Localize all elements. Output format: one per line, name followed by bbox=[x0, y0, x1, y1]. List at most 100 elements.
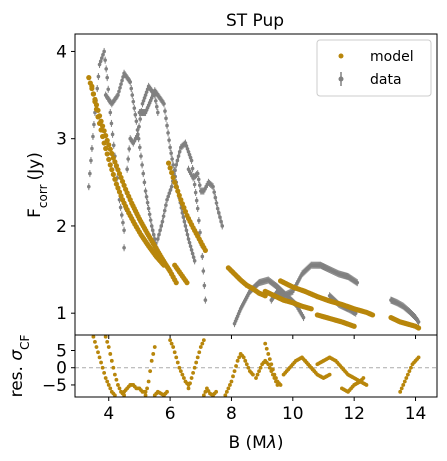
data-point bbox=[200, 254, 205, 259]
residual-point bbox=[146, 379, 151, 384]
residual-point bbox=[267, 365, 272, 370]
model-point bbox=[100, 133, 106, 140]
residual-point bbox=[172, 350, 177, 355]
residual-point bbox=[224, 389, 229, 394]
residual-point bbox=[405, 372, 410, 377]
legend-data-marker bbox=[338, 76, 344, 82]
model-point bbox=[98, 127, 104, 133]
chart-title: ST Pup bbox=[226, 11, 284, 31]
data-point bbox=[156, 110, 160, 115]
legend-model-marker bbox=[338, 53, 344, 59]
data-point bbox=[169, 151, 173, 156]
model-point bbox=[172, 179, 178, 185]
residual-point bbox=[102, 370, 107, 375]
data-point bbox=[195, 206, 200, 211]
model-point bbox=[86, 75, 92, 81]
model-point bbox=[89, 83, 95, 89]
data-point bbox=[353, 311, 358, 315]
model-point bbox=[112, 176, 118, 182]
main-y-axis-label: Fcorr(Jy) bbox=[25, 152, 50, 218]
residual-point bbox=[364, 383, 369, 387]
residual-point bbox=[105, 379, 110, 384]
model-point bbox=[115, 167, 121, 173]
y-tick-label: 0 bbox=[56, 359, 67, 379]
data-point bbox=[147, 212, 152, 217]
data-point bbox=[136, 132, 140, 137]
residual-point bbox=[231, 374, 235, 379]
data-point bbox=[140, 163, 144, 167]
model-point bbox=[165, 160, 172, 166]
residual-point bbox=[226, 386, 231, 391]
data-point bbox=[192, 182, 197, 187]
residual-point bbox=[198, 345, 203, 349]
data-point bbox=[139, 154, 143, 158]
model-point bbox=[351, 323, 357, 329]
data-point bbox=[148, 218, 153, 222]
data-point bbox=[102, 49, 106, 54]
residual-point bbox=[201, 393, 206, 398]
model-point bbox=[109, 167, 115, 173]
x-tick-label: 4 bbox=[103, 404, 114, 424]
y-tick-label: 2 bbox=[56, 217, 67, 237]
legend-model-label: model bbox=[370, 49, 414, 65]
y-tick-label: 1 bbox=[56, 304, 67, 324]
data-point bbox=[130, 93, 135, 97]
data-point bbox=[106, 87, 111, 92]
model-point bbox=[118, 174, 124, 181]
data-point bbox=[119, 213, 124, 217]
data-point bbox=[193, 190, 198, 195]
residual-point bbox=[192, 365, 197, 370]
model-point bbox=[167, 165, 173, 171]
residual-point bbox=[203, 389, 208, 394]
model-point bbox=[178, 197, 184, 203]
data-point bbox=[213, 195, 218, 200]
data-point bbox=[127, 147, 131, 151]
model-point bbox=[118, 193, 124, 199]
residual-point bbox=[401, 383, 406, 387]
residual-point bbox=[114, 377, 119, 382]
residual-point bbox=[145, 386, 149, 391]
residual-point bbox=[407, 369, 412, 374]
model-point bbox=[112, 159, 118, 165]
data-point bbox=[189, 158, 194, 163]
data-point bbox=[92, 122, 96, 127]
y-tick-label: 3 bbox=[56, 130, 67, 150]
residual-point bbox=[269, 362, 274, 367]
model-point bbox=[415, 325, 422, 331]
model-point bbox=[106, 142, 112, 148]
x-axis-label: B (Mλ) bbox=[228, 433, 283, 453]
data-point bbox=[155, 104, 159, 109]
main-y-ticks: 1 2 3 4 bbox=[56, 42, 417, 339]
residual-point bbox=[251, 372, 255, 377]
data-point bbox=[132, 106, 137, 110]
data-point bbox=[146, 206, 151, 211]
residual-point bbox=[237, 355, 242, 360]
data-point bbox=[111, 143, 116, 148]
residual-point bbox=[112, 372, 117, 377]
residual-point bbox=[99, 360, 103, 365]
residual-point bbox=[263, 341, 268, 346]
residual-point bbox=[361, 376, 366, 380]
residual-point bbox=[229, 379, 234, 384]
data-point bbox=[168, 145, 172, 150]
data-point bbox=[110, 132, 115, 137]
residual-point bbox=[409, 365, 413, 370]
data-point bbox=[355, 280, 360, 285]
residual-point bbox=[169, 341, 174, 346]
residual-point bbox=[168, 338, 173, 343]
data-point bbox=[89, 158, 93, 163]
y-tick-label: 4 bbox=[56, 42, 67, 62]
data-point bbox=[164, 203, 168, 208]
model-point bbox=[121, 182, 127, 188]
residual-point bbox=[402, 379, 407, 384]
residual-point bbox=[255, 372, 260, 377]
data-point bbox=[137, 124, 141, 129]
model-point bbox=[369, 312, 376, 318]
model-point bbox=[109, 150, 115, 157]
data-point bbox=[131, 99, 136, 104]
residual-point bbox=[214, 389, 219, 394]
data-point bbox=[104, 67, 108, 71]
model-point bbox=[90, 91, 97, 97]
data-point bbox=[118, 205, 123, 210]
